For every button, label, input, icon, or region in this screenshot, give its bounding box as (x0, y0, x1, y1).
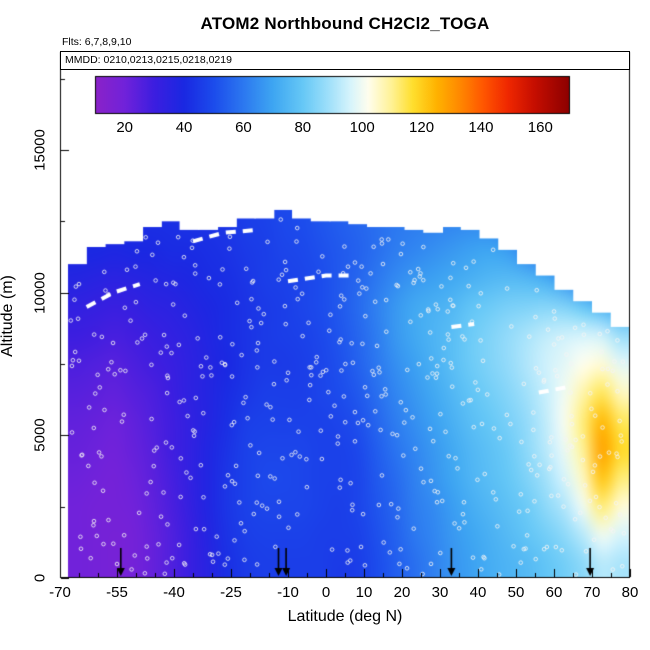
x-tick-label: 60 (545, 584, 563, 601)
flights-annotation: Flts: 6,7,8,9,10 (62, 36, 132, 48)
y-tick-label: 15000 (31, 129, 49, 171)
x-tick-label: 30 (431, 584, 449, 601)
x-tick-label: -70 (49, 584, 71, 601)
y-axis-title: Altitude (m) (0, 275, 16, 357)
y-tick-label: 5000 (31, 418, 49, 453)
cb-tick-label: 160 (527, 119, 553, 136)
x-tick-label: 0 (321, 584, 331, 601)
x-axis-title: Latitude (deg N) (287, 608, 403, 625)
cb-tick-label: 100 (349, 119, 375, 136)
cb-tick-label: 140 (468, 119, 494, 136)
page-title: ATOM2 Northbound CH2Cl2_TOGA (200, 14, 490, 33)
x-tick-label: -40 (163, 584, 185, 601)
y-tick-label: 10000 (31, 271, 49, 314)
mmdd-dates-box: MMDD: 0210,0213,0215,0218,0219 (60, 51, 630, 70)
x-tick-label: -55 (106, 584, 128, 601)
x-tick-label: -10 (277, 584, 299, 601)
x-tick-label: 70 (583, 584, 601, 601)
cb-tick-label: 20 (116, 119, 134, 136)
x-tick-label: 10 (355, 584, 373, 601)
x-tick-label: 40 (469, 584, 487, 601)
cb-tick-label: 120 (409, 119, 435, 136)
y-tick-label: 0 (31, 573, 49, 583)
x-tick-label: 20 (393, 584, 411, 601)
x-tick-label: 80 (621, 584, 639, 601)
x-tick-label: -25 (220, 584, 242, 601)
cb-tick-label: 60 (235, 119, 252, 136)
cb-tick-label: 40 (175, 119, 193, 136)
cb-tick-label: 80 (294, 119, 312, 136)
x-tick-label: 50 (507, 584, 525, 601)
